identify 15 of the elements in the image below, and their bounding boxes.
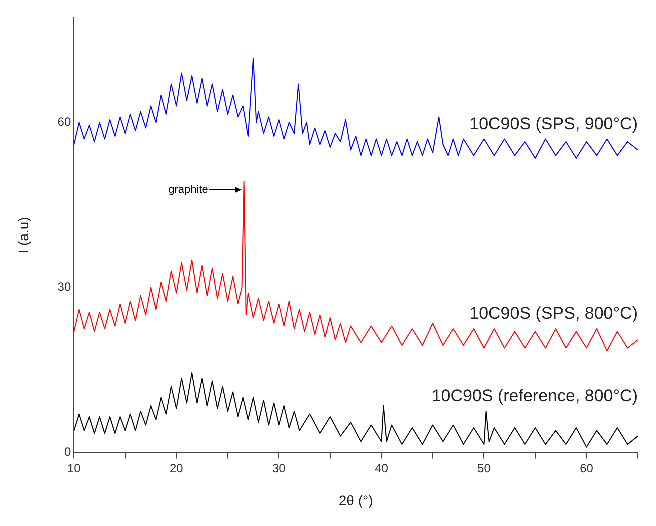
x-axis-title: 2θ (°) xyxy=(338,492,374,508)
x-tick-label: 60 xyxy=(580,461,594,476)
annotation: graphite xyxy=(168,182,208,197)
y-tick-label: 30 xyxy=(58,280,72,294)
x-tick-label: 40 xyxy=(375,461,389,476)
series-label: 10C90S (SPS, 900°C) xyxy=(470,114,638,134)
y-tick-label: 60 xyxy=(58,115,72,130)
series-label: 10C90S (SPS, 800°C) xyxy=(470,304,638,324)
series-label: 10C90S (reference, 800°C) xyxy=(432,386,638,406)
y-tick-label: 0 xyxy=(64,445,72,460)
x-tick-label: 50 xyxy=(478,461,492,476)
x-tick-label: 30 xyxy=(272,461,286,476)
x-tick-label: 20 xyxy=(170,461,184,476)
x-tick-label: 10 xyxy=(67,461,82,476)
y-axis-title: I (a.u) xyxy=(15,217,32,254)
